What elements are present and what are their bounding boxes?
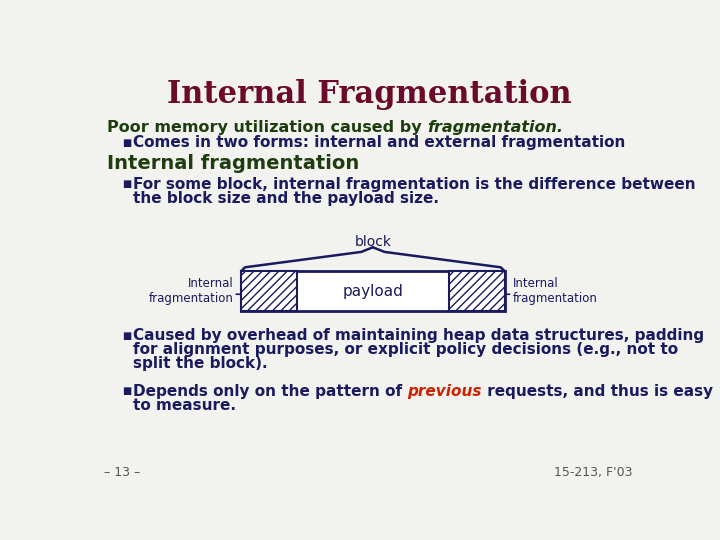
Text: the block size and the payload size.: the block size and the payload size. bbox=[132, 191, 438, 206]
Text: block: block bbox=[354, 235, 392, 249]
Text: Internal Fragmentation: Internal Fragmentation bbox=[166, 78, 572, 110]
Text: ■: ■ bbox=[122, 138, 132, 147]
Text: for alignment purposes, or explicit policy decisions (e.g., not to: for alignment purposes, or explicit poli… bbox=[132, 342, 678, 357]
Text: requests, and thus is easy: requests, and thus is easy bbox=[482, 384, 713, 399]
Bar bbox=[449, 271, 505, 311]
Text: to measure.: to measure. bbox=[132, 397, 235, 413]
Text: Comes in two forms: internal and external fragmentation: Comes in two forms: internal and externa… bbox=[132, 135, 625, 150]
Text: previous: previous bbox=[407, 384, 482, 399]
Text: Internal fragmentation: Internal fragmentation bbox=[107, 154, 359, 173]
Text: – 13 –: – 13 – bbox=[104, 467, 140, 480]
Text: ■: ■ bbox=[122, 386, 132, 396]
Text: ■: ■ bbox=[122, 179, 132, 189]
Text: payload: payload bbox=[343, 284, 403, 299]
Text: 15-213, F'03: 15-213, F'03 bbox=[554, 467, 632, 480]
Text: Caused by overhead of maintaining heap data structures, padding: Caused by overhead of maintaining heap d… bbox=[132, 328, 703, 343]
Text: For some block, internal fragmentation is the difference between: For some block, internal fragmentation i… bbox=[132, 177, 696, 192]
Text: split the block).: split the block). bbox=[132, 356, 267, 371]
Text: Internal
fragmentation: Internal fragmentation bbox=[148, 277, 233, 305]
Bar bbox=[241, 271, 505, 311]
Bar bbox=[241, 271, 297, 311]
Text: Poor memory utilization caused by: Poor memory utilization caused by bbox=[107, 120, 427, 136]
Text: Depends only on the pattern of: Depends only on the pattern of bbox=[132, 384, 407, 399]
Text: fragmentation.: fragmentation. bbox=[427, 120, 563, 136]
Text: Internal
fragmentation: Internal fragmentation bbox=[513, 277, 598, 305]
Text: ■: ■ bbox=[122, 331, 132, 341]
